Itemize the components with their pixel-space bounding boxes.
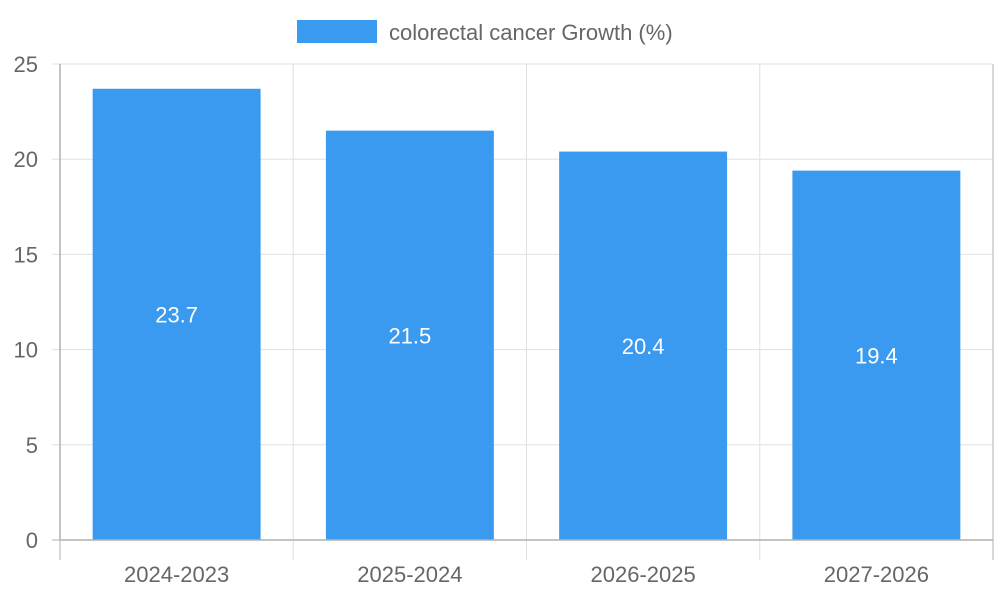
x-tick-label: 2024-2023 bbox=[124, 562, 229, 587]
y-tick-label: 0 bbox=[26, 528, 38, 553]
tick-labels: 0 5 10 15 20 25 2024-2023 2025-2024 2026-2025 202… bbox=[14, 52, 929, 587]
data-label: 19.4 bbox=[855, 343, 898, 368]
x-tick-label: 2025-2024 bbox=[357, 562, 462, 587]
bar bbox=[792, 170, 961, 540]
y-tick-label: 10 bbox=[14, 338, 38, 363]
data-label: 23.7 bbox=[155, 302, 198, 327]
data-label: 20.4 bbox=[622, 334, 665, 359]
legend-label: colorectal cancer Growth (%) bbox=[389, 20, 673, 45]
bar bbox=[92, 88, 261, 540]
y-tick-label: 20 bbox=[14, 147, 38, 172]
y-tick-label: 25 bbox=[14, 52, 38, 77]
x-tick-label: 2026-2025 bbox=[591, 562, 696, 587]
y-tick-label: 5 bbox=[26, 433, 38, 458]
x-tick-label: 2027-2026 bbox=[824, 562, 929, 587]
bars: 23.7 21.5 20.4 19.4 bbox=[92, 88, 961, 541]
y-tick-label: 15 bbox=[14, 242, 38, 267]
axes bbox=[52, 64, 994, 560]
legend-swatch bbox=[297, 20, 377, 43]
data-label: 21.5 bbox=[388, 323, 431, 348]
bar bbox=[325, 130, 494, 540]
bar bbox=[559, 151, 728, 541]
legend: colorectal cancer Growth (%) bbox=[297, 20, 673, 45]
